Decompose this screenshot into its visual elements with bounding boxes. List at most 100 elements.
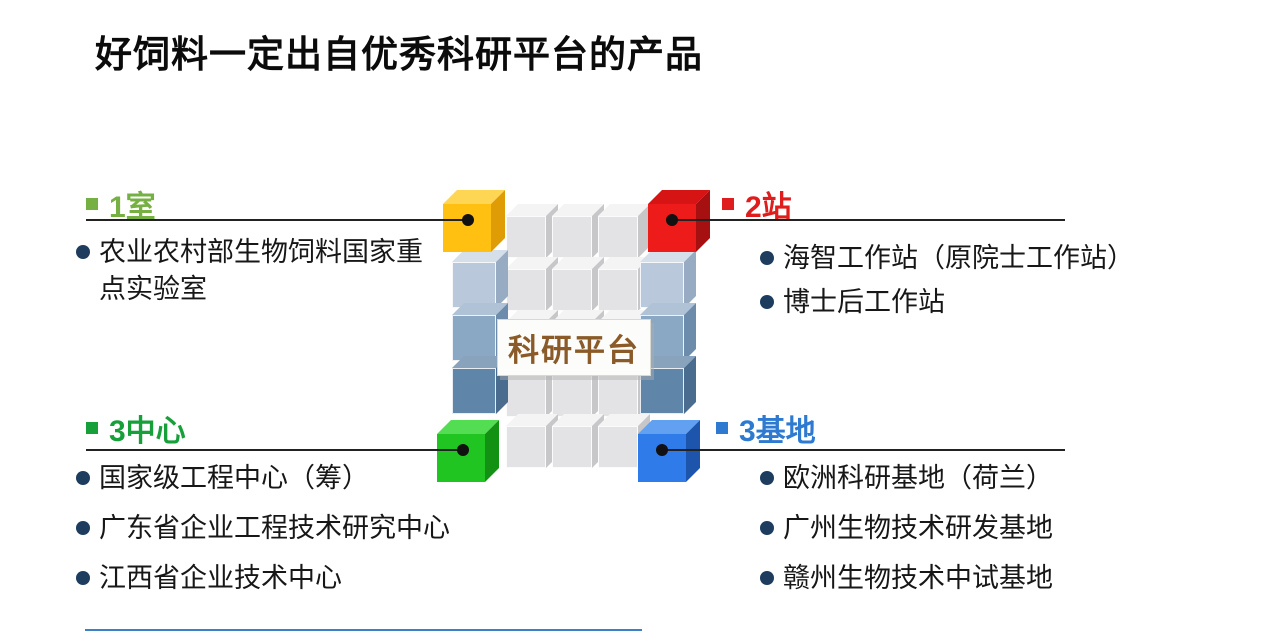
cube-top-face (598, 414, 650, 426)
gray-cube (506, 414, 558, 468)
cube-front-face (552, 269, 592, 311)
cube-top-face (452, 356, 508, 368)
cube-top-face (598, 204, 650, 216)
cube-top-face (638, 420, 700, 434)
page-title: 好饲料一定出自优秀科研平台的产品 (95, 34, 703, 75)
list-item: 博士后工作站 (760, 284, 1134, 321)
list-bottom-right: 欧洲科研基地（荷兰） 广州生物技术研发基地 赣州生物技术中试基地 (760, 460, 1053, 597)
circle-bullet-icon (76, 521, 90, 535)
cube-front-face (638, 434, 686, 482)
gray-cube (552, 414, 604, 468)
list-item-text: 江西省企业技术中心 (99, 563, 342, 593)
blue-stack-cube-left (452, 356, 508, 414)
cube-front-face (506, 269, 546, 311)
cube-top-face (506, 257, 558, 269)
heading-top-left-text: 1室 (109, 191, 156, 224)
cube-front-face (552, 375, 592, 417)
list-item: 广州生物技术研发基地 (760, 510, 1053, 547)
list-item-text: 博士后工作站 (783, 287, 945, 317)
list-item: 赣州生物技术中试基地 (760, 560, 1053, 597)
cube-side-face (696, 190, 710, 252)
circle-bullet-icon (760, 471, 774, 485)
connector-dot-bottom-right (656, 444, 668, 456)
circle-bullet-icon (760, 295, 774, 309)
connector-line-top-right (672, 219, 1065, 221)
heading-top-right-text: 2站 (745, 191, 792, 224)
center-platform-label: 科研平台 (497, 319, 651, 376)
cube-side-face (496, 250, 508, 308)
cube-top-face (437, 420, 499, 434)
cube-top-face (552, 257, 604, 269)
cube-top-face (443, 190, 505, 204)
connector-dot-top-right (666, 214, 678, 226)
cube-front-face (452, 262, 496, 308)
cube-front-face (640, 262, 684, 308)
cube-side-face (684, 356, 696, 414)
cube-top-face (640, 356, 696, 368)
blue-stack-cube-right (640, 356, 696, 414)
list-item: 海智工作站（原院士工作站） (760, 240, 1134, 277)
cube-front-face (648, 204, 696, 252)
square-bullet-icon (86, 422, 98, 434)
yellow-cube (443, 190, 505, 252)
cube-top-face (452, 250, 508, 262)
list-item-text: 赣州生物技术中试基地 (783, 563, 1053, 593)
cube-front-face (437, 434, 485, 482)
square-bullet-icon (722, 198, 734, 210)
heading-top-right: 2站 (722, 182, 792, 226)
list-item: 广东省企业工程技术研究中心 (76, 510, 450, 547)
cube-side-face (684, 250, 696, 308)
cube-top-face (640, 303, 696, 315)
gray-cube (552, 204, 604, 258)
cube-front-face (598, 426, 638, 468)
blue-stack-cube-left (452, 250, 508, 308)
center-platform-label-text: 科研平台 (508, 333, 640, 368)
gray-cube (506, 257, 558, 311)
square-bullet-icon (86, 198, 98, 210)
green-cube (437, 420, 499, 482)
cube-side-face (684, 303, 696, 361)
heading-bottom-right-text: 3基地 (739, 415, 816, 448)
cube-front-face (506, 375, 546, 417)
list-top-right: 海智工作站（原院士工作站） 博士后工作站 (760, 240, 1134, 321)
connector-line-bottom-left (86, 449, 463, 451)
connector-line-bottom-right (662, 449, 1065, 451)
cube-top-face (648, 190, 710, 204)
blue-cube (638, 420, 700, 482)
list-item-text: 海智工作站（原院士工作站） (783, 243, 1134, 273)
cube-front-face (506, 216, 546, 258)
list-item-text: 欧洲科研基地（荷兰） (783, 463, 1053, 493)
blue-stack-cube-right (640, 303, 696, 361)
cube-front-face (598, 216, 638, 258)
square-bullet-icon (716, 422, 728, 434)
list-item-text: 农业农村部生物饲料国家重点实验室 (99, 237, 423, 304)
circle-bullet-icon (76, 471, 90, 485)
cube-top-face (640, 250, 696, 262)
list-item-text: 广州生物技术研发基地 (783, 513, 1053, 543)
cube-front-face (506, 426, 546, 468)
circle-bullet-icon (76, 571, 90, 585)
list-item: 农业农村部生物饲料国家重点实验室 (76, 234, 448, 308)
red-cube (648, 190, 710, 252)
cube-side-face (686, 420, 700, 482)
blue-stack-cube-right (640, 250, 696, 308)
gray-cube (506, 204, 558, 258)
list-item: 江西省企业技术中心 (76, 560, 450, 597)
list-item-text: 国家级工程中心（筹） (99, 463, 369, 493)
cube-front-face (552, 426, 592, 468)
heading-bottom-left-text: 3中心 (109, 415, 186, 448)
cube-front-face (552, 216, 592, 258)
cube-front-face (443, 204, 491, 252)
cube-front-face (598, 375, 638, 417)
list-item: 国家级工程中心（筹） (76, 460, 450, 497)
connector-line-top-left (86, 219, 468, 221)
connector-dot-bottom-left (457, 444, 469, 456)
heading-bottom-left: 3中心 (86, 406, 186, 450)
cube-front-face (598, 269, 638, 311)
cube-top-face (506, 204, 558, 216)
cube-side-face (491, 190, 505, 252)
cube-top-face (552, 204, 604, 216)
gray-cube (598, 204, 650, 258)
